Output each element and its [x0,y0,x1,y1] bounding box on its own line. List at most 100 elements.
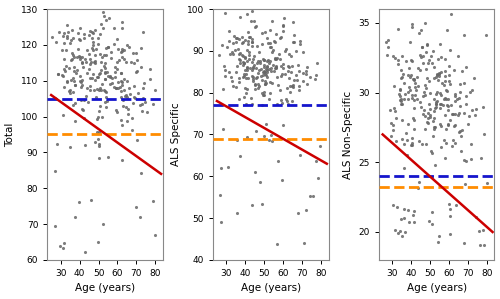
Point [92,78,100,83]
Point [423,42,431,47]
Point [234,97,242,102]
Point [253,74,261,79]
Point [466,90,474,94]
Point [446,47,454,52]
Point [407,72,415,77]
Point [437,102,445,106]
Point [276,57,284,62]
Point [444,103,452,107]
Point [451,122,459,127]
Point [124,106,132,111]
Point [94,42,102,46]
Point [404,121,411,126]
Point [424,115,432,120]
Point [386,107,394,112]
Point [136,214,143,219]
Point [436,121,444,126]
Point [244,30,252,34]
Point [400,206,408,211]
Point [231,48,239,52]
Point [70,78,78,83]
Point [68,28,76,33]
Point [296,42,304,47]
Point [431,163,439,167]
Point [306,74,314,79]
Point [86,75,94,80]
Point [253,61,261,66]
X-axis label: Age (years): Age (years) [75,283,135,293]
Point [88,45,96,50]
Point [252,23,260,28]
Point [286,84,294,89]
Point [260,133,268,138]
Point [146,67,154,72]
Point [460,158,468,162]
Point [118,158,126,163]
Point [272,57,280,61]
Point [78,55,86,60]
Point [430,97,438,102]
Point [272,241,280,246]
Point [75,53,83,58]
Point [66,40,74,45]
Point [116,85,124,89]
Point [268,139,276,144]
Point [230,33,238,38]
Point [228,50,236,55]
Point [279,65,287,70]
Point [234,138,241,143]
Point [460,80,468,85]
Point [472,107,480,112]
Point [450,124,458,129]
Point [118,49,126,54]
Point [448,112,456,117]
Point [424,42,432,47]
Point [241,55,249,60]
Point [436,102,444,106]
Point [244,67,252,72]
Point [424,110,432,115]
Y-axis label: ALS Non-Specific: ALS Non-Specific [343,90,353,179]
Point [476,243,484,248]
Point [442,74,450,79]
Point [62,64,70,69]
Point [272,64,280,69]
Point [250,62,258,67]
Point [397,96,405,101]
Point [397,68,405,72]
Point [437,54,445,59]
Point [264,57,272,62]
Point [434,89,442,94]
Point [400,96,408,101]
Point [137,46,145,51]
X-axis label: Age (years): Age (years) [406,283,467,293]
Point [224,164,232,169]
Point [263,70,271,75]
Point [117,94,125,99]
Point [260,93,268,98]
Point [100,76,108,81]
Point [400,71,407,76]
Point [108,81,116,86]
Point [249,78,257,83]
Point [106,56,114,61]
Point [266,40,274,45]
Point [450,91,458,96]
Point [60,85,68,90]
Point [426,113,434,118]
Point [238,40,246,45]
Point [472,214,480,219]
Point [282,86,290,90]
Point [75,200,83,205]
Point [433,98,441,103]
Point [56,244,64,248]
Point [278,71,286,76]
Point [249,57,257,61]
Point [460,111,468,115]
Point [95,141,103,146]
Point [252,76,260,81]
Point [92,52,100,57]
Point [450,138,458,143]
Point [292,49,300,54]
Point [129,101,137,106]
